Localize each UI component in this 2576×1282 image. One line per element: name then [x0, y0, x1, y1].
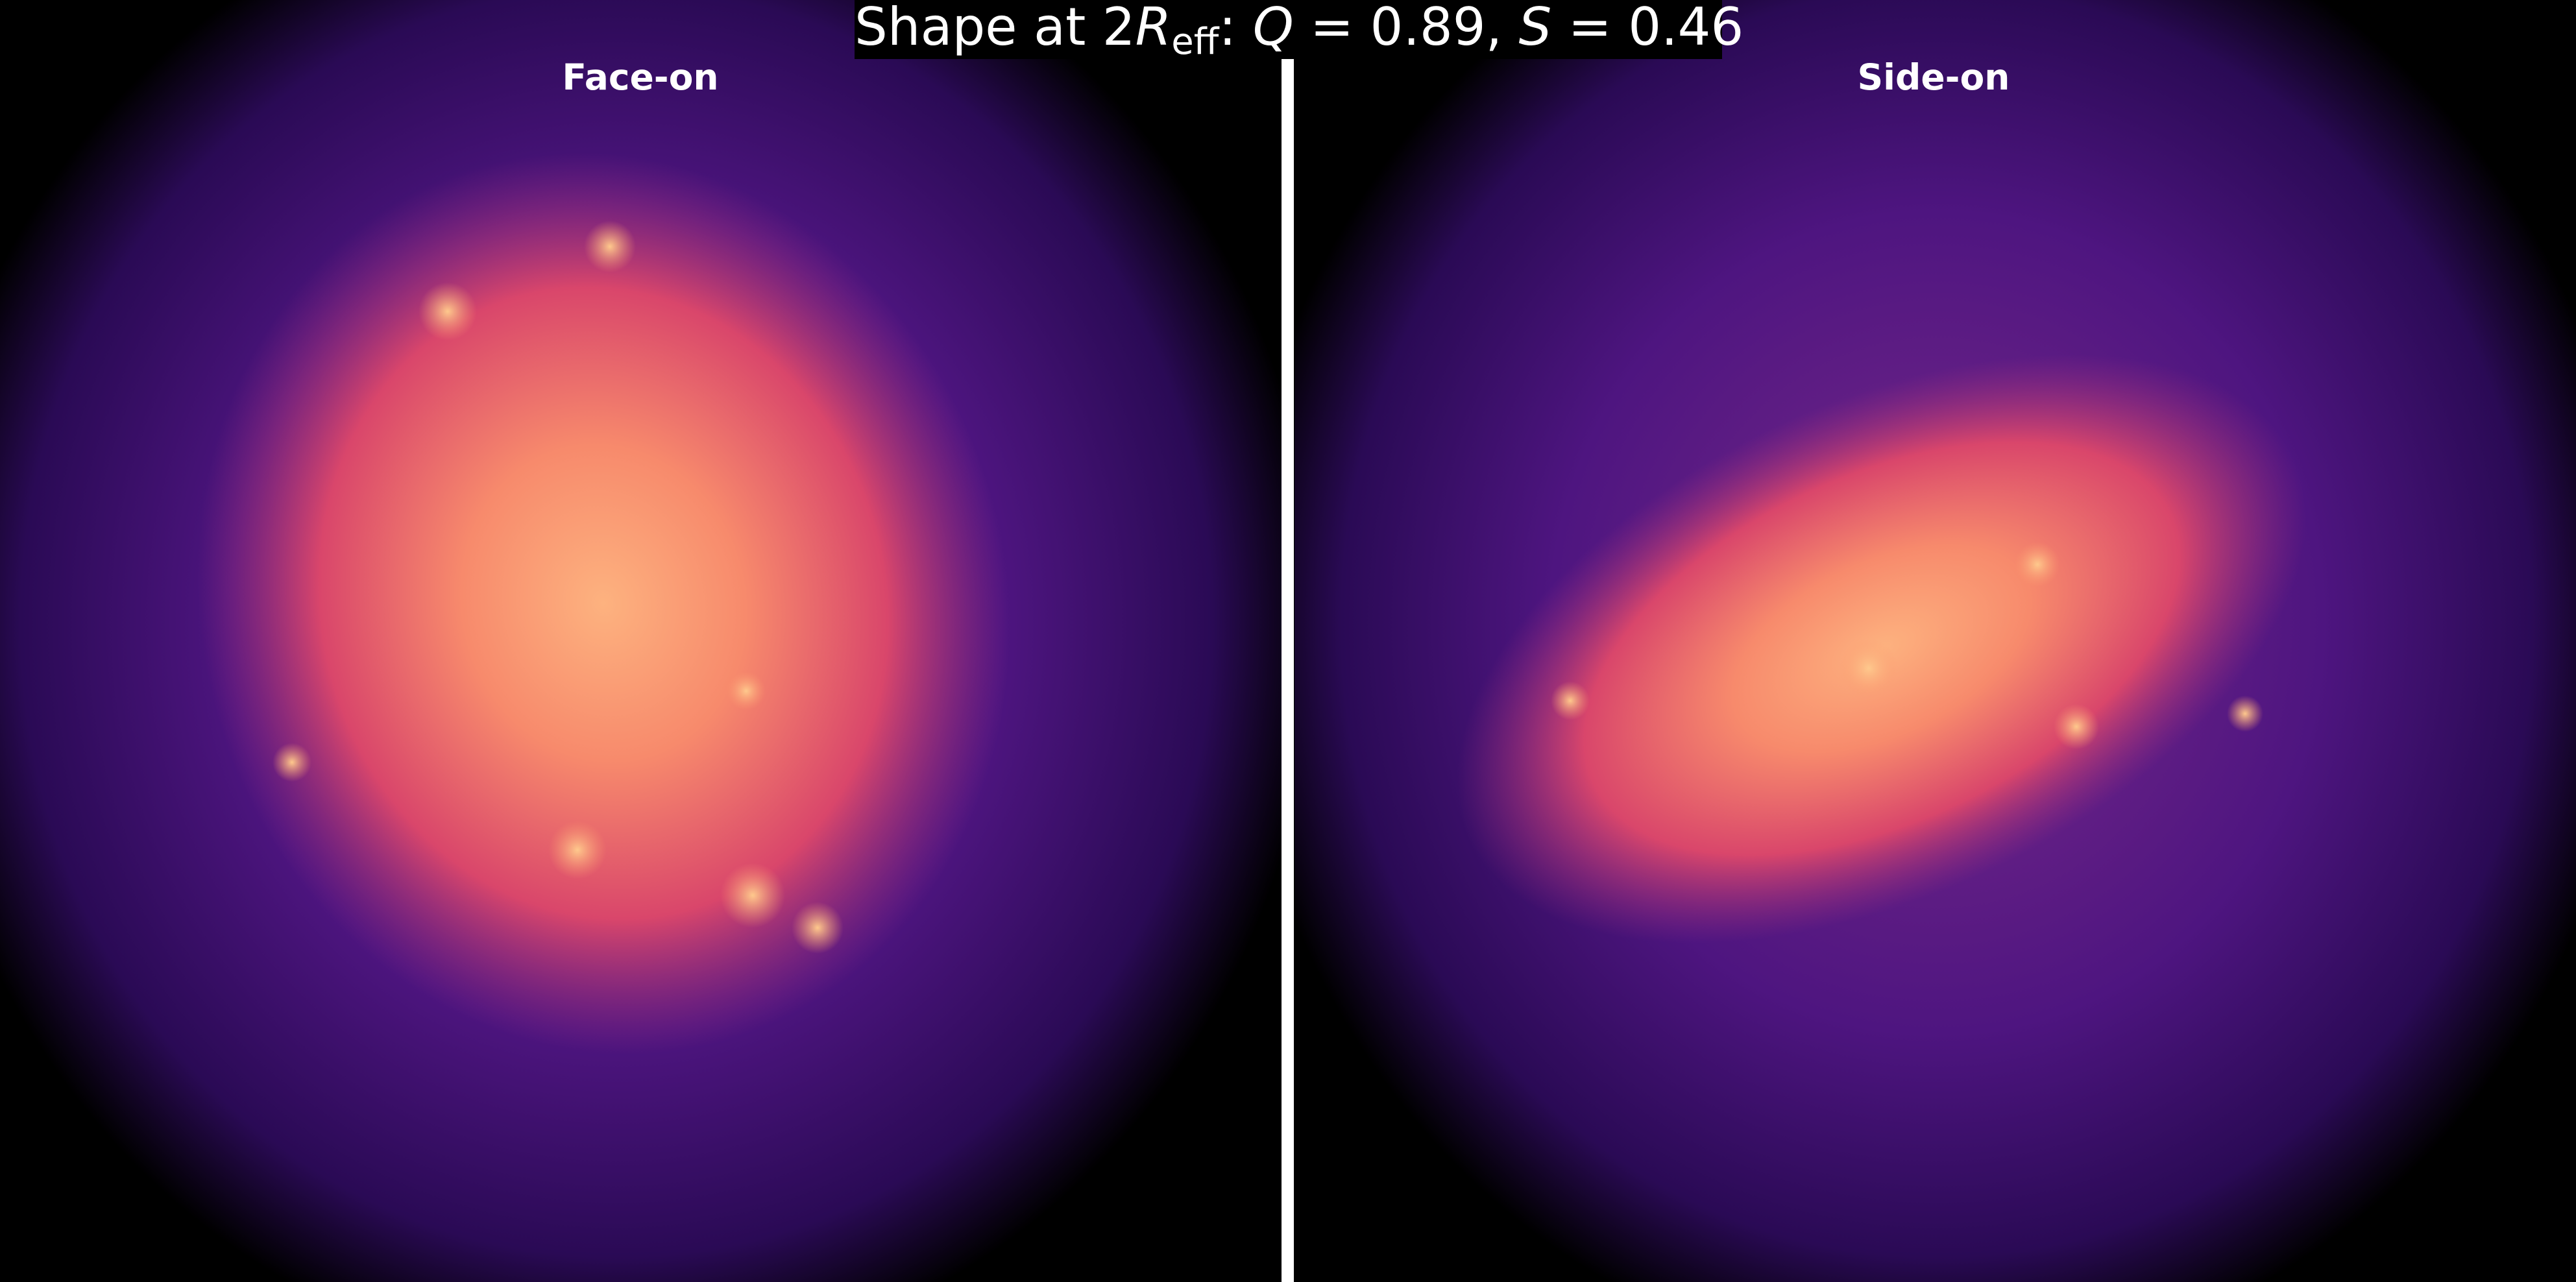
clumps	[273, 221, 844, 954]
divider	[1282, 58, 1294, 1282]
clump	[1840, 639, 1898, 697]
title-symbol: S	[1518, 0, 1552, 57]
face-on-panel	[0, 0, 1282, 1282]
title-text: :	[1219, 0, 1253, 57]
clump	[548, 821, 607, 879]
panel-label: Face-on	[562, 56, 718, 98]
clump	[273, 743, 311, 782]
clump	[419, 282, 477, 341]
title: Shape at 2Reff: Q = 0.89, S = 0.46	[855, 0, 1744, 63]
title-text: Shape at 2	[855, 0, 1136, 57]
clump	[1551, 681, 1590, 720]
clump	[2015, 542, 2060, 587]
title-symbol: R	[1135, 0, 1172, 57]
title-subscript: eff	[1171, 21, 1219, 63]
title-text: = 0.46	[1551, 0, 1744, 57]
clumps	[1551, 542, 2263, 749]
clump	[2227, 695, 2263, 732]
galaxy-core	[197, 152, 1010, 1054]
side-on-panel	[1294, 0, 2576, 1282]
clump	[727, 671, 766, 710]
title-text: = 0.89,	[1293, 0, 1519, 57]
clump	[2054, 704, 2099, 749]
title-symbol: Q	[1252, 0, 1294, 57]
panel-label: Side-on	[1858, 56, 2010, 98]
clump	[584, 221, 636, 272]
clump	[792, 902, 844, 954]
clump	[720, 863, 785, 928]
